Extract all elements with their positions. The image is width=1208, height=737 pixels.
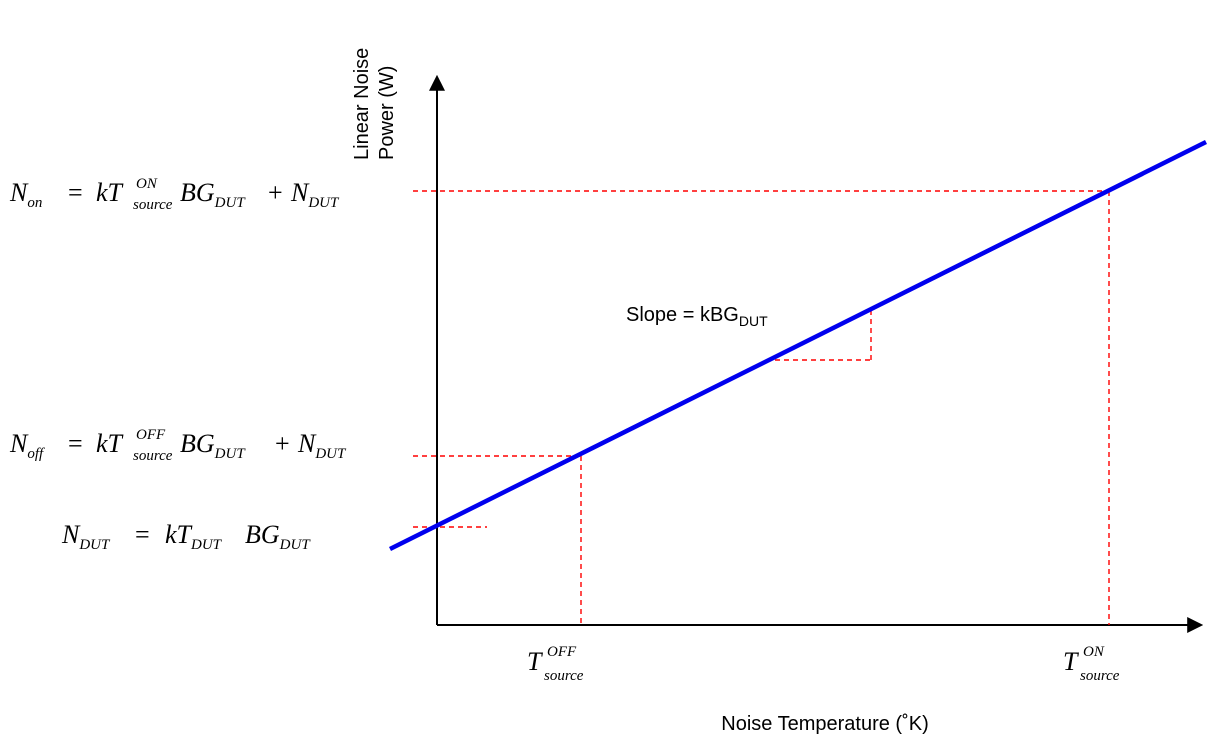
- y-axis-label-line2: Power (W): [376, 66, 398, 160]
- x-axis-label: Noise Temperature (˚K): [721, 713, 928, 735]
- noise-power-line: [388, 139, 1208, 552]
- y-axis-label-line1: Linear Noise: [351, 48, 373, 160]
- tick-t-source-on: T ON source: [1063, 644, 1120, 684]
- equation-n-off: Noff = kT OFF source BGDUT + NDUT: [9, 427, 347, 464]
- tick-t-source-off: T OFF source: [527, 644, 584, 684]
- equation-n-on: Non = kT ON source BGDUT + NDUT: [9, 176, 340, 213]
- slope-label: Slope = kBGDUT: [626, 304, 768, 329]
- equation-n-dut: NDUT = kTDUT BGDUT: [61, 520, 311, 553]
- guide-lines: [413, 190, 1110, 625]
- y-axis-label: Linear Noise Power (W): [351, 48, 398, 160]
